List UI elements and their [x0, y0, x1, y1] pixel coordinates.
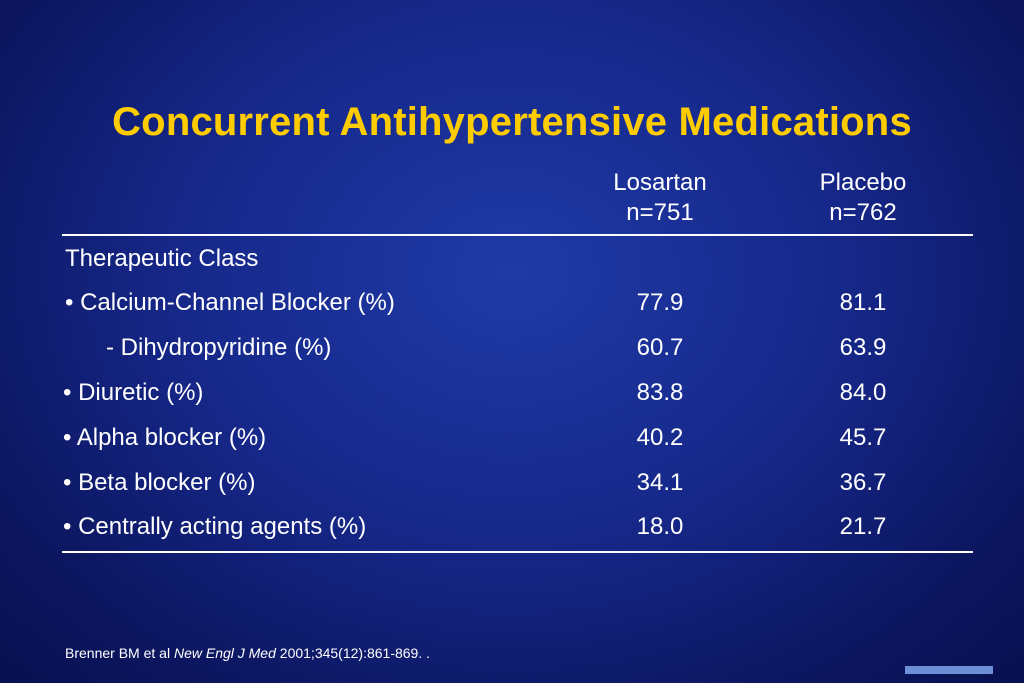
citation-journal: New Engl J Med — [173, 645, 276, 661]
column-n: n=751 — [626, 199, 694, 226]
losartan-value: 40.2 — [636, 424, 684, 451]
row-label: • Calcium-Channel Blocker (%) — [65, 289, 395, 316]
section-label: Therapeutic Class — [65, 245, 259, 272]
table-row: • Alpha blocker (%) 40.2 45.7 — [0, 424, 1024, 456]
table-row: • Calcium-Channel Blocker (%) 77.9 81.1 — [0, 289, 1024, 321]
losartan-value: 34.1 — [636, 469, 684, 496]
row-label: - Dihydropyridine (%) — [106, 334, 332, 361]
table-row: • Diuretic (%) 83.8 84.0 — [0, 379, 1024, 411]
losartan-value: 18.0 — [636, 513, 684, 540]
placebo-value: 21.7 — [839, 513, 887, 540]
placebo-value: 81.1 — [839, 289, 887, 316]
losartan-value: 83.8 — [636, 379, 684, 406]
placebo-value: 36.7 — [839, 469, 887, 496]
table-bottom-rule — [62, 551, 973, 553]
citation-authors: Brenner BM et al — [65, 645, 171, 661]
table-row: • Centrally acting agents (%) 18.0 21.7 — [0, 513, 1024, 545]
losartan-value: 60.7 — [636, 334, 684, 361]
placebo-value: 63.9 — [839, 334, 887, 361]
row-label: • Alpha blocker (%) — [63, 424, 267, 451]
decorative-corner-bar — [905, 666, 993, 674]
row-label: • Beta blocker (%) — [63, 469, 256, 496]
citation: Brenner BM et al New Engl J Med 2001;345… — [65, 645, 430, 661]
column-header-placebo: Placebo n=762 — [763, 168, 963, 228]
column-name: Placebo — [819, 169, 907, 196]
table-row: - Dihydropyridine (%) 60.7 63.9 — [0, 334, 1024, 366]
citation-details: 2001;345(12):861-869. . — [279, 645, 431, 661]
column-name: Losartan — [613, 169, 707, 196]
row-label: • Centrally acting agents (%) — [63, 513, 367, 540]
table-row: • Beta blocker (%) 34.1 36.7 — [0, 469, 1024, 501]
row-label: • Diuretic (%) — [63, 379, 204, 406]
column-n: n=762 — [829, 199, 897, 226]
placebo-value: 84.0 — [839, 379, 887, 406]
placebo-value: 45.7 — [839, 424, 887, 451]
losartan-value: 77.9 — [636, 289, 684, 316]
table-top-rule — [62, 234, 973, 236]
slide-title: Concurrent Antihypertensive Medications — [112, 100, 912, 144]
column-header-losartan: Losartan n=751 — [560, 168, 760, 228]
